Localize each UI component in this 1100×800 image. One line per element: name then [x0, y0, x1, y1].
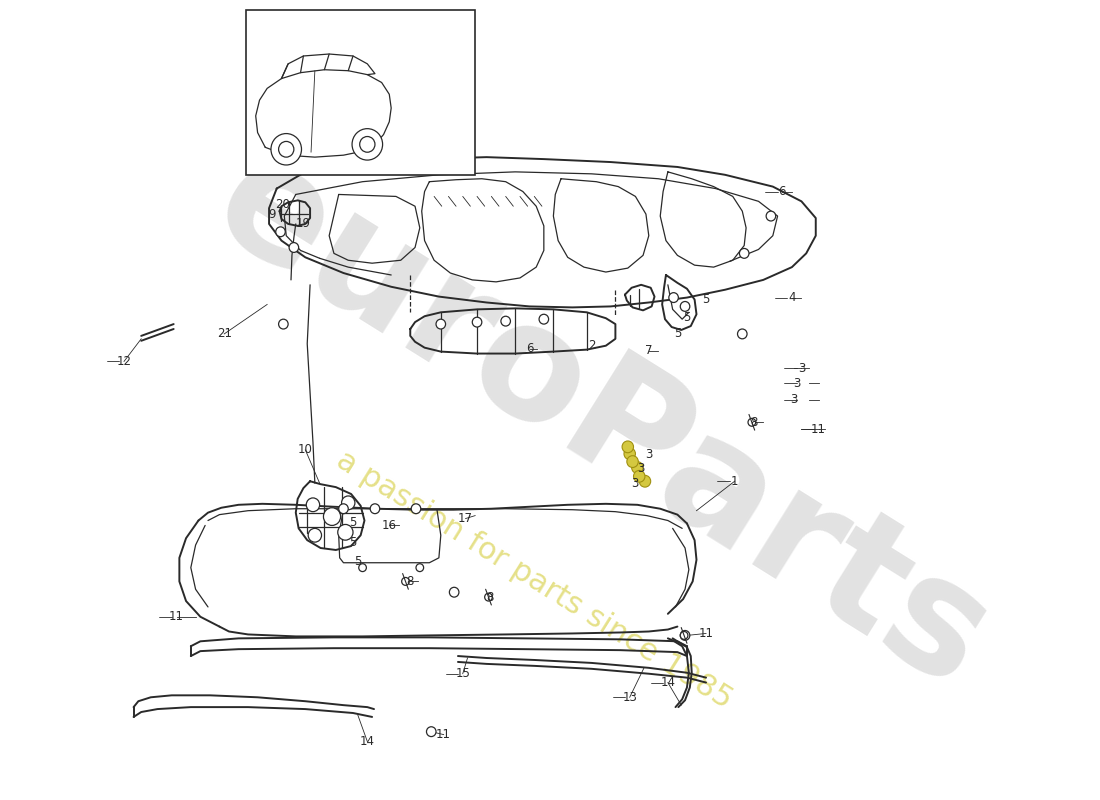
Text: 3: 3 [645, 448, 652, 462]
Text: euroParts: euroParts [186, 123, 1015, 722]
Text: 5: 5 [673, 327, 681, 341]
Text: 11: 11 [169, 610, 184, 623]
Circle shape [339, 504, 349, 514]
Circle shape [278, 142, 294, 157]
Text: 8: 8 [750, 416, 758, 429]
Circle shape [436, 319, 446, 329]
Text: 12: 12 [117, 355, 132, 368]
Circle shape [634, 470, 645, 482]
Circle shape [624, 448, 636, 460]
Bar [246, 10, 475, 175]
Circle shape [359, 564, 366, 571]
Text: 3: 3 [793, 377, 801, 390]
Text: 6: 6 [526, 342, 534, 355]
Text: 3: 3 [630, 477, 638, 490]
Circle shape [623, 441, 634, 453]
Circle shape [402, 578, 409, 586]
Text: 3: 3 [638, 462, 645, 475]
Circle shape [276, 227, 285, 237]
Circle shape [411, 504, 421, 514]
Circle shape [371, 504, 380, 514]
Text: 15: 15 [455, 667, 470, 680]
Circle shape [680, 630, 690, 640]
Circle shape [631, 462, 644, 474]
Text: 7: 7 [645, 344, 652, 357]
Text: 2: 2 [587, 339, 595, 352]
Circle shape [450, 587, 459, 597]
Text: 11: 11 [698, 627, 714, 640]
Circle shape [289, 242, 298, 252]
Text: 8: 8 [407, 575, 414, 588]
Text: 10: 10 [298, 443, 312, 456]
Text: 1: 1 [730, 474, 738, 488]
Text: 5: 5 [350, 536, 356, 549]
Text: 9: 9 [268, 207, 276, 221]
Circle shape [306, 498, 320, 512]
Text: 5: 5 [354, 555, 362, 568]
Text: 21: 21 [217, 327, 232, 341]
Text: 5: 5 [702, 293, 710, 306]
Circle shape [308, 528, 321, 542]
Text: 3: 3 [798, 362, 805, 374]
Text: 14: 14 [360, 735, 375, 748]
Circle shape [278, 319, 288, 329]
Text: 19: 19 [296, 218, 311, 230]
Text: 14: 14 [660, 676, 675, 689]
Text: 17: 17 [458, 512, 473, 525]
Circle shape [485, 593, 493, 601]
Circle shape [748, 418, 756, 426]
Circle shape [323, 508, 341, 526]
Text: 11: 11 [437, 728, 451, 741]
Text: 5: 5 [683, 310, 691, 324]
Circle shape [342, 496, 355, 510]
Text: 20: 20 [275, 198, 290, 210]
Circle shape [360, 137, 375, 152]
Circle shape [680, 302, 690, 311]
Text: 13: 13 [623, 690, 637, 704]
Text: 6: 6 [779, 185, 786, 198]
Circle shape [271, 134, 301, 165]
Circle shape [352, 129, 383, 160]
Circle shape [627, 456, 638, 467]
Text: 3: 3 [790, 394, 798, 406]
Circle shape [739, 249, 749, 258]
Text: 11: 11 [811, 422, 826, 436]
Circle shape [737, 329, 747, 339]
Circle shape [680, 631, 688, 639]
Circle shape [669, 293, 679, 302]
Circle shape [500, 316, 510, 326]
Circle shape [539, 314, 549, 324]
Text: a passion for parts since 1985: a passion for parts since 1985 [331, 445, 737, 714]
Circle shape [766, 211, 775, 221]
Circle shape [338, 525, 353, 540]
Circle shape [639, 475, 651, 487]
Circle shape [416, 564, 424, 571]
Text: 5: 5 [350, 516, 356, 529]
Text: 8: 8 [486, 590, 493, 604]
Text: 4: 4 [789, 291, 795, 304]
Text: 16: 16 [382, 519, 397, 532]
Circle shape [472, 318, 482, 327]
Circle shape [427, 726, 436, 737]
